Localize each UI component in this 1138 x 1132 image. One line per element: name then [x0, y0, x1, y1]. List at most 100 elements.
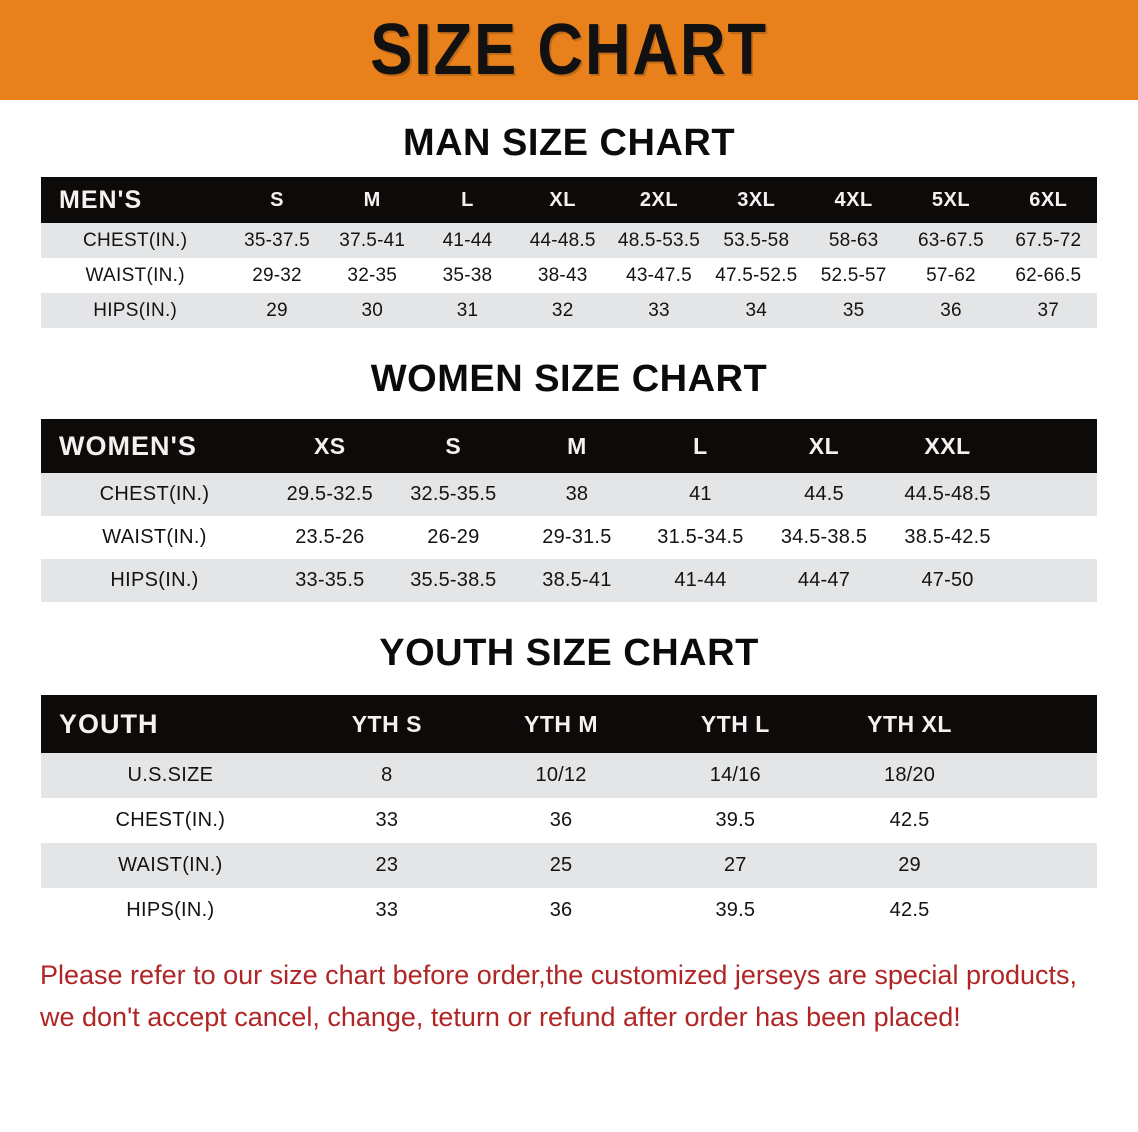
cell-youth-waist-3: 27 [648, 843, 823, 888]
cell-man-chest-8: 63-67.5 [902, 223, 1000, 258]
column-header-women-4: L [638, 419, 763, 473]
size-table-youth: YOUTH YTH S YTH M YTH L YTH XL U.S.SIZE … [41, 695, 1097, 933]
cell-youth-hips-empty [996, 888, 1097, 933]
table-corner-label-women: WOMEN'S [41, 419, 269, 473]
table-row: U.S.SIZE 8 10/12 14/16 18/20 [41, 753, 1097, 798]
cell-man-chest-7: 58-63 [804, 223, 903, 258]
cell-youth-hips-2: 36 [473, 888, 649, 933]
cell-women-chest-3: 38 [515, 473, 639, 516]
table-row: CHEST(IN.) 35-37.5 37.5-41 41-44 44-48.5… [41, 223, 1097, 258]
cell-youth-waist-2: 25 [473, 843, 649, 888]
cell-youth-hips-4: 42.5 [822, 888, 997, 933]
table-wrap-youth: YOUTH YTH S YTH M YTH L YTH XL U.S.SIZE … [41, 695, 1097, 933]
disclaimer-note: Please refer to our size chart before or… [40, 955, 1098, 1039]
spacer-after-women-table [0, 602, 1138, 632]
section-title-man: MAN SIZE CHART [402, 122, 736, 164]
column-header-youth-1: YTH S [299, 695, 474, 753]
column-header-women-5: XL [762, 419, 886, 473]
table-header-row-man: MEN'S S M L XL 2XL 3XL 4XL 5XL 6XL [41, 177, 1097, 223]
cell-man-waist-8: 57-62 [902, 258, 1000, 293]
disclaimer-line-2: we don't accept cancel, change, teturn o… [40, 1001, 961, 1032]
cell-women-waist-3: 29-31.5 [515, 516, 639, 559]
cell-man-chest-9: 67.5-72 [999, 223, 1097, 258]
column-header-youth-4: YTH XL [822, 695, 997, 753]
column-header-man-9: 6XL [999, 177, 1097, 223]
table-header-row-women: WOMEN'S XS S M L XL XXL [41, 419, 1097, 473]
cell-women-chest-1: 29.5-32.5 [268, 473, 392, 516]
cell-women-hips-6: 47-50 [885, 559, 1010, 602]
cell-youth-hips-3: 39.5 [648, 888, 823, 933]
cell-youth-ussize-3: 14/16 [648, 753, 823, 798]
column-header-women-3: M [515, 419, 639, 473]
section-title-youth: YOUTH SIZE CHART [379, 632, 759, 674]
cell-man-hips-8: 36 [902, 293, 1000, 328]
size-table-man: MEN'S S M L XL 2XL 3XL 4XL 5XL 6XL CHEST… [41, 177, 1097, 328]
cell-women-hips-empty [1009, 559, 1097, 602]
size-table-women: WOMEN'S XS S M L XL XXL CHEST(IN.) 29.5-… [41, 419, 1097, 602]
cell-youth-chest-4: 42.5 [822, 798, 997, 843]
spacer-below-women-title [0, 401, 1138, 419]
column-header-youth-2: YTH M [473, 695, 649, 753]
cell-youth-waist-empty [996, 843, 1097, 888]
cell-youth-waist-1: 23 [299, 843, 474, 888]
cell-youth-ussize-2: 10/12 [473, 753, 649, 798]
column-header-youth-empty [996, 695, 1097, 753]
table-wrap-man: MEN'S S M L XL 2XL 3XL 4XL 5XL 6XL CHEST… [41, 177, 1097, 328]
cell-man-chest-1: 35-37.5 [229, 223, 325, 258]
column-header-man-2: M [324, 177, 420, 223]
table-row: WAIST(IN.) 23 25 27 29 [41, 843, 1097, 888]
column-header-man-6: 3XL [707, 177, 805, 223]
column-header-man-1: S [229, 177, 325, 223]
cell-man-hips-1: 29 [229, 293, 325, 328]
section-man: MAN SIZE CHART MEN'S S M L XL 2XL 3XL 4X… [0, 122, 1138, 328]
row-label-man-waist: WAIST(IN.) [41, 258, 230, 293]
row-label-women-chest: CHEST(IN.) [41, 473, 269, 516]
cell-man-waist-6: 47.5-52.5 [707, 258, 805, 293]
column-header-man-8: 5XL [902, 177, 1000, 223]
column-header-women-1: XS [268, 419, 392, 473]
cell-women-chest-2: 32.5-35.5 [391, 473, 516, 516]
row-label-man-hips: HIPS(IN.) [41, 293, 230, 328]
table-wrap-women: WOMEN'S XS S M L XL XXL CHEST(IN.) 29.5-… [41, 419, 1097, 602]
cell-youth-chest-1: 33 [299, 798, 474, 843]
cell-youth-ussize-4: 18/20 [822, 753, 997, 798]
column-header-man-4: XL [515, 177, 611, 223]
table-header-row-youth: YOUTH YTH S YTH M YTH L YTH XL [41, 695, 1097, 753]
cell-women-chest-6: 44.5-48.5 [885, 473, 1010, 516]
cell-man-chest-4: 44-48.5 [515, 223, 611, 258]
cell-women-waist-2: 26-29 [391, 516, 516, 559]
table-row: HIPS(IN.) 29 30 31 32 33 34 35 36 37 [41, 293, 1097, 328]
cell-man-waist-9: 62-66.5 [999, 258, 1097, 293]
cell-women-hips-1: 33-35.5 [268, 559, 392, 602]
cell-youth-ussize-empty [996, 753, 1097, 798]
cell-women-hips-5: 44-47 [762, 559, 886, 602]
cell-man-chest-5: 48.5-53.5 [610, 223, 708, 258]
row-label-youth-waist: WAIST(IN.) [41, 843, 300, 888]
table-row: HIPS(IN.) 33 36 39.5 42.5 [41, 888, 1097, 933]
spacer-above-man-title [0, 100, 1138, 122]
cell-women-chest-5: 44.5 [762, 473, 886, 516]
table-row: WAIST(IN.) 23.5-26 26-29 29-31.5 31.5-34… [41, 516, 1097, 559]
table-row: CHEST(IN.) 29.5-32.5 32.5-35.5 38 41 44.… [41, 473, 1097, 516]
section-women: WOMEN SIZE CHART WOMEN'S XS S M L XL XXL [0, 358, 1138, 602]
cell-women-waist-6: 38.5-42.5 [885, 516, 1010, 559]
column-header-youth-3: YTH L [648, 695, 823, 753]
cell-man-hips-4: 32 [515, 293, 611, 328]
cell-women-waist-5: 34.5-38.5 [762, 516, 886, 559]
spacer-below-man-title [0, 165, 1138, 177]
cell-man-chest-3: 41-44 [419, 223, 516, 258]
page-title: SIZE CHART [370, 10, 768, 90]
disclaimer-line-1: Please refer to our size chart before or… [40, 960, 1078, 990]
cell-man-hips-2: 30 [324, 293, 420, 328]
table-row: WAIST(IN.) 29-32 32-35 35-38 38-43 43-47… [41, 258, 1097, 293]
cell-man-hips-6: 34 [707, 293, 805, 328]
column-header-man-7: 4XL [804, 177, 903, 223]
cell-youth-hips-1: 33 [299, 888, 474, 933]
row-label-women-hips: HIPS(IN.) [41, 559, 269, 602]
spacer-after-man-table [0, 328, 1138, 358]
cell-women-hips-4: 41-44 [638, 559, 763, 602]
column-header-women-6: XXL [885, 419, 1010, 473]
row-label-youth-hips: HIPS(IN.) [41, 888, 300, 933]
cell-youth-waist-4: 29 [822, 843, 997, 888]
column-header-man-3: L [419, 177, 516, 223]
